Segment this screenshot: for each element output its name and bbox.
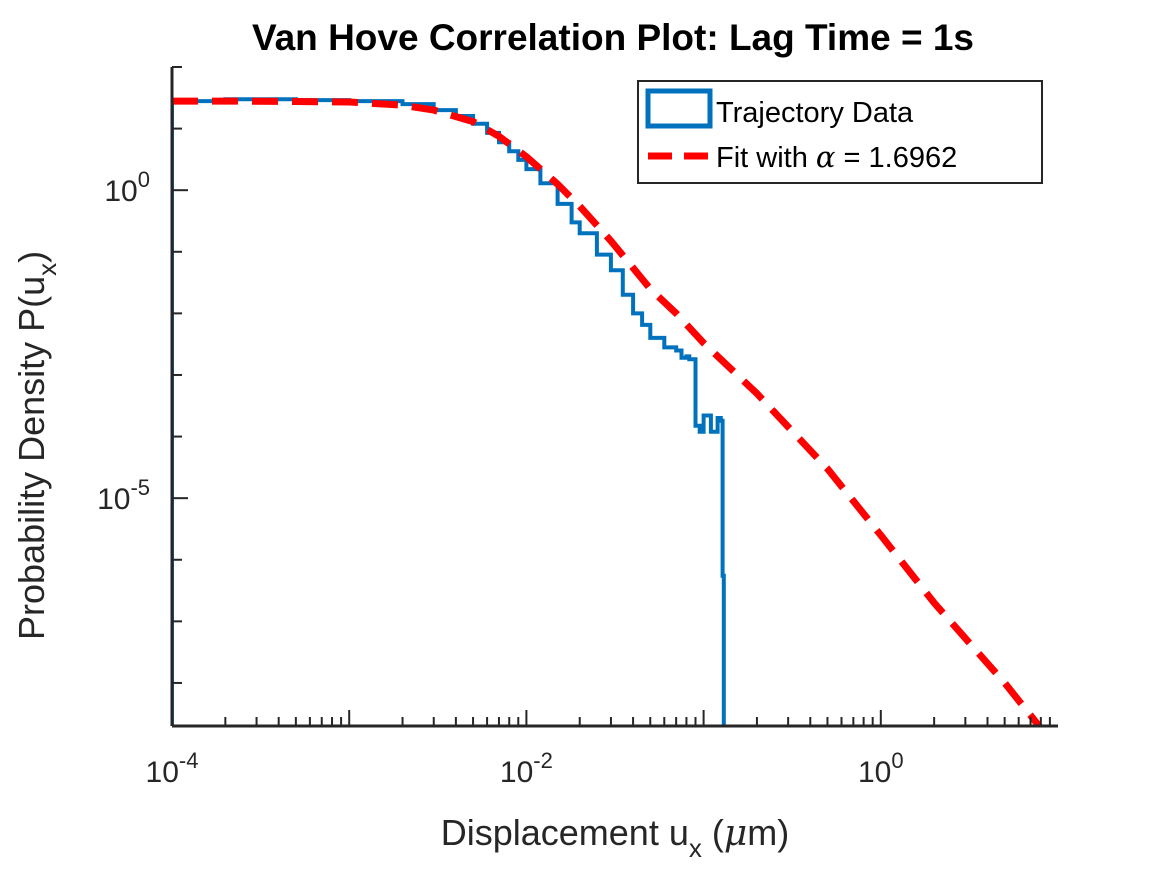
legend-box bbox=[637, 80, 1043, 184]
x-tick-label: 10-4 bbox=[146, 748, 199, 789]
legend-swatch-trajectory bbox=[645, 88, 713, 129]
chart-title: Van Hove Correlation Plot: Lag Time = 1s bbox=[252, 17, 974, 58]
y-tick-label: 100 bbox=[104, 167, 150, 208]
legend-label-fit: Fit with α = 1.6962 bbox=[716, 140, 957, 174]
x-tick-label: 10-2 bbox=[500, 748, 553, 789]
legend-label-trajectory: Trajectory Data bbox=[716, 97, 914, 129]
y-tick-label: 10-5 bbox=[97, 475, 150, 516]
x-axis-label: Displacement ux (μm) bbox=[441, 812, 790, 863]
trajectory-data-line bbox=[172, 97, 726, 726]
x-axis-ticks: 10-4 10-2 100 bbox=[146, 710, 1051, 789]
plot-area: 10-4 10-2 100 100 10-5 bbox=[97, 66, 1058, 789]
y-axis-label: Probability Density P(ux) bbox=[11, 251, 62, 640]
x-tick-label: 100 bbox=[858, 748, 904, 789]
legend: Trajectory Data Fit with α = 1.6962 bbox=[637, 80, 1043, 184]
fit-line bbox=[172, 97, 1044, 726]
y-axis-ticks: 100 10-5 bbox=[97, 66, 188, 684]
